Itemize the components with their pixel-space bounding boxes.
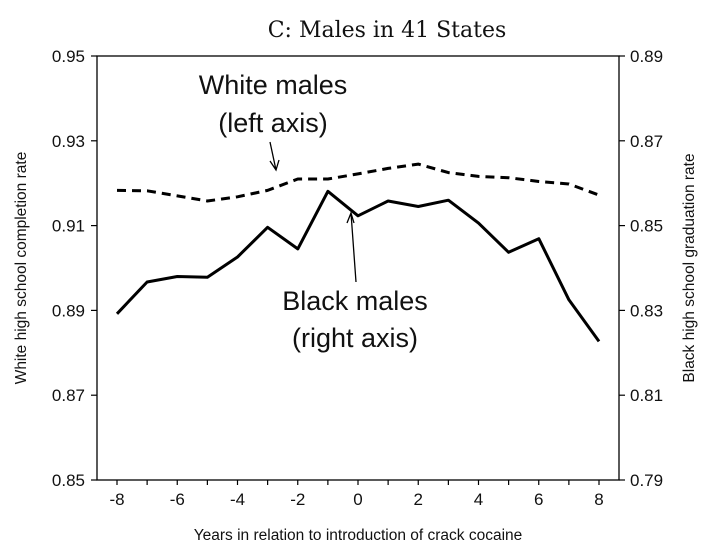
left-tick-label: 0.85 bbox=[52, 471, 85, 490]
annotation-white-males-arrow bbox=[269, 141, 280, 172]
x-tick-label: -2 bbox=[290, 490, 305, 509]
annotation-black-males-arrow bbox=[346, 211, 357, 283]
left-axis-label: White high school completion rate bbox=[13, 152, 30, 385]
left-tick-label: 0.89 bbox=[52, 301, 85, 320]
right-axis-label: Black high school graduation rate bbox=[681, 153, 698, 382]
x-tick-label: 8 bbox=[594, 490, 603, 509]
series-group bbox=[115, 162, 601, 343]
x-tick-label: -8 bbox=[109, 490, 124, 509]
right-tick-label: 0.87 bbox=[630, 132, 663, 151]
chart-title: C: Males in 41 States bbox=[268, 18, 507, 43]
right-tick-label: 0.83 bbox=[630, 301, 663, 320]
x-tick-label: -6 bbox=[170, 490, 185, 509]
x-tick-label: 6 bbox=[534, 490, 543, 509]
x-axis: -8 -6 -4 -2 0 2 4 6 8 bbox=[109, 480, 604, 509]
right-tick-label: 0.85 bbox=[630, 217, 663, 236]
annotation-black-males: Black males (right axis) bbox=[282, 211, 428, 353]
annotation-black-males-line2: (right axis) bbox=[292, 323, 418, 353]
x-tick-label: -4 bbox=[230, 490, 245, 509]
x-tick-label: 0 bbox=[353, 490, 362, 509]
right-tick-label: 0.79 bbox=[630, 471, 663, 490]
annotation-white-males-line2: (left axis) bbox=[218, 108, 328, 138]
left-axis: 0.95 0.93 0.91 0.89 0.87 0.85 bbox=[52, 47, 97, 490]
left-tick-label: 0.95 bbox=[52, 47, 85, 66]
right-tick-label: 0.81 bbox=[630, 386, 663, 405]
annotation-white-males-line1: White males bbox=[199, 70, 348, 100]
x-tick-label: 2 bbox=[414, 490, 423, 509]
plot-area-frame bbox=[96, 55, 620, 481]
right-tick-label: 0.89 bbox=[630, 47, 663, 66]
right-axis: 0.89 0.87 0.85 0.83 0.81 0.79 bbox=[619, 47, 663, 490]
series-line-white-males bbox=[116, 162, 600, 203]
annotation-white-males: White males (left axis) bbox=[199, 70, 348, 172]
x-axis-label: Years in relation to introduction of cra… bbox=[194, 527, 523, 544]
annotation-black-males-line1: Black males bbox=[282, 286, 428, 316]
left-tick-label: 0.93 bbox=[52, 132, 85, 151]
left-tick-label: 0.87 bbox=[52, 386, 85, 405]
left-tick-label: 0.91 bbox=[52, 217, 85, 236]
series-line-black-males bbox=[115, 189, 601, 343]
x-tick-label: 4 bbox=[474, 490, 483, 509]
